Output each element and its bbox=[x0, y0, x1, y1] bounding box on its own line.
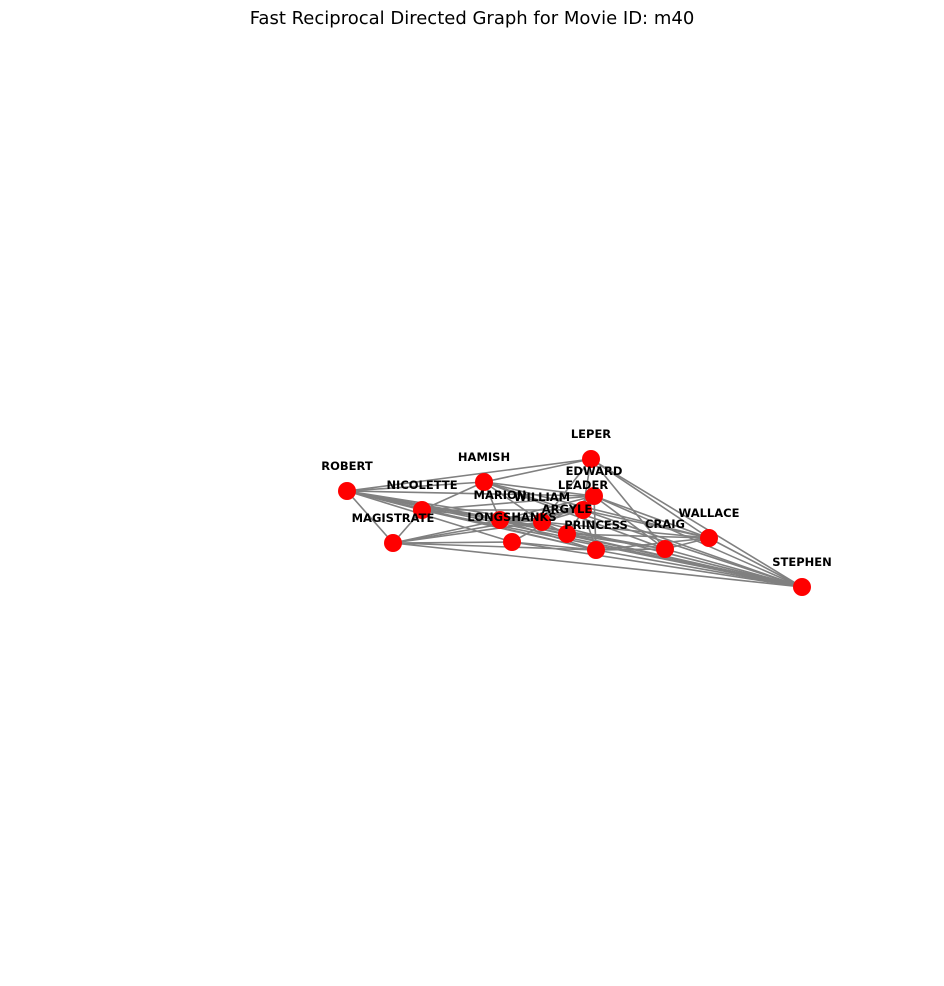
edge-robert-edward bbox=[346, 490, 595, 497]
edge-nicolette-princess bbox=[421, 509, 597, 551]
node-label-marion: MARION bbox=[474, 488, 527, 502]
node-label-nicolette: NICOLETTE bbox=[386, 478, 457, 492]
edge-leper-stephen bbox=[590, 458, 803, 588]
node-label-edward: EDWARD bbox=[566, 464, 623, 478]
edge-craig-stephen bbox=[664, 548, 803, 588]
edge-edward-wallace bbox=[593, 495, 710, 539]
edge-hamish-craig bbox=[483, 481, 666, 550]
node-craig[interactable] bbox=[656, 540, 674, 558]
edge-magistrate-longshanks bbox=[392, 541, 513, 544]
edge-leader-stephen bbox=[582, 509, 803, 588]
node-hamish[interactable] bbox=[475, 473, 493, 491]
nodes-layer bbox=[338, 450, 811, 596]
edge-nicolette-hamish bbox=[421, 481, 485, 511]
edge-robert-longshanks bbox=[346, 490, 513, 543]
node-label-longshanks: LONGSHANKS bbox=[467, 510, 556, 524]
edge-princess-craig bbox=[595, 548, 666, 551]
node-label-craig: CRAIG bbox=[645, 517, 685, 531]
node-label-leper: LEPER bbox=[571, 427, 611, 441]
node-argyle[interactable] bbox=[558, 525, 576, 543]
edges-layer bbox=[346, 458, 803, 588]
edge-wallace-stephen bbox=[708, 537, 803, 588]
node-robert[interactable] bbox=[338, 482, 356, 500]
node-nicolette[interactable] bbox=[413, 501, 431, 519]
edge-princess-wallace bbox=[595, 537, 710, 551]
edge-hamish-leper bbox=[483, 458, 592, 483]
edge-robert-hamish bbox=[346, 481, 485, 492]
node-label-leader: LEADER bbox=[558, 478, 608, 492]
node-stephen[interactable] bbox=[793, 578, 811, 596]
node-label-william: WILLIAM bbox=[514, 490, 570, 504]
node-wallace[interactable] bbox=[700, 529, 718, 547]
node-marion[interactable] bbox=[491, 511, 509, 529]
edge-leader-wallace bbox=[582, 509, 710, 539]
edge-hamish-wallace bbox=[483, 481, 710, 539]
edge-argyle-craig bbox=[566, 533, 666, 550]
node-label-argyle: ARGYLE bbox=[542, 502, 593, 516]
node-magistrate[interactable] bbox=[384, 534, 402, 552]
edge-edward-princess bbox=[593, 495, 597, 551]
edge-william-wallace bbox=[541, 521, 710, 539]
edge-edward-craig bbox=[593, 495, 666, 550]
node-label-princess: PRINCESS bbox=[564, 518, 628, 532]
edge-robert-leper bbox=[346, 458, 592, 492]
edge-marion-edward bbox=[499, 495, 595, 521]
node-william[interactable] bbox=[533, 513, 551, 531]
labels-layer: ROBERT NICOLETTE MAGISTRATE HAMISH MARION LON… bbox=[321, 427, 831, 569]
node-leader[interactable] bbox=[574, 501, 592, 519]
edge-leper-craig bbox=[590, 458, 666, 550]
node-label-magistrate: MAGISTRATE bbox=[352, 511, 435, 525]
node-label-hamish: HAMISH bbox=[458, 450, 510, 464]
edge-william-edward bbox=[541, 495, 595, 523]
edge-magistrate-princess bbox=[392, 542, 597, 551]
edge-princess-stephen bbox=[595, 549, 803, 588]
node-leper[interactable] bbox=[582, 450, 600, 468]
node-edward[interactable] bbox=[585, 487, 603, 505]
edge-magistrate-leader bbox=[392, 509, 584, 544]
node-label-robert: ROBERT bbox=[321, 459, 373, 473]
edge-longshanks-princess bbox=[511, 541, 597, 551]
edge-longshanks-stephen bbox=[511, 541, 803, 588]
edge-leper-wallace bbox=[590, 458, 710, 539]
edge-hamish-stephen bbox=[483, 481, 803, 588]
graph-title: Fast Reciprocal Directed Graph for Movie… bbox=[250, 8, 695, 29]
edge-william-leper bbox=[541, 458, 592, 523]
node-princess[interactable] bbox=[587, 541, 605, 559]
node-label-stephen: STEPHEN bbox=[772, 555, 832, 569]
node-label-wallace: WALLACE bbox=[679, 506, 740, 520]
node-longshanks[interactable] bbox=[503, 533, 521, 551]
edge-hamish-edward bbox=[483, 481, 595, 497]
edge-nicolette-edward bbox=[421, 495, 595, 511]
edge-magistrate-stephen bbox=[392, 542, 803, 588]
edge-marion-princess bbox=[499, 519, 597, 551]
edge-robert-magistrate bbox=[346, 490, 394, 544]
edge-argyle-stephen bbox=[566, 533, 803, 588]
